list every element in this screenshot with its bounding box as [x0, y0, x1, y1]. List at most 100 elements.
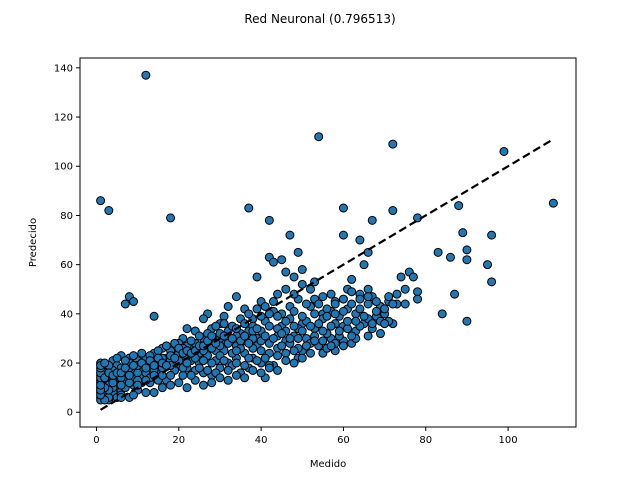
data-point — [166, 370, 176, 380]
data-point — [462, 245, 472, 255]
data-point — [166, 213, 176, 223]
data-point — [277, 341, 287, 351]
data-point — [260, 353, 270, 363]
data-point — [264, 321, 274, 331]
y-tick-label: 100 — [54, 162, 73, 173]
data-point — [240, 373, 250, 383]
data-point — [273, 311, 283, 321]
data-point — [244, 203, 254, 213]
data-point — [129, 390, 139, 400]
data-point — [322, 304, 332, 314]
data-point — [203, 365, 213, 375]
y-tick-label: 20 — [60, 359, 73, 370]
data-point — [338, 230, 348, 240]
data-point — [413, 287, 423, 297]
data-point — [186, 370, 196, 380]
data-point — [161, 341, 171, 351]
data-point — [388, 139, 398, 149]
data-point — [289, 346, 299, 356]
data-point — [244, 338, 254, 348]
y-tick-label: 0 — [67, 408, 73, 419]
data-point — [281, 356, 291, 366]
data-point — [301, 341, 311, 351]
data-point — [252, 272, 262, 282]
data-point — [231, 346, 241, 356]
data-point — [149, 311, 159, 321]
data-point — [408, 272, 418, 282]
data-point — [293, 333, 303, 343]
y-axis-label: Predecido — [28, 218, 39, 267]
data-point — [129, 361, 139, 370]
data-point — [338, 203, 348, 213]
points-layer — [96, 70, 558, 405]
data-point — [293, 247, 303, 257]
data-point — [198, 380, 208, 390]
data-point — [186, 336, 196, 346]
data-point — [306, 348, 316, 358]
reference-line — [100, 138, 554, 411]
data-point — [400, 284, 410, 294]
data-point — [264, 363, 274, 373]
y-tick-label: 40 — [60, 309, 73, 320]
data-point — [182, 383, 192, 393]
data-point — [380, 304, 390, 314]
data-point — [268, 297, 278, 307]
data-point — [437, 309, 447, 319]
data-point — [268, 257, 278, 267]
data-point — [219, 319, 229, 329]
data-point — [314, 132, 324, 142]
x-tick-label: 60 — [337, 435, 350, 446]
data-point — [141, 388, 151, 398]
data-point — [112, 353, 122, 363]
data-point — [96, 380, 106, 390]
data-point — [318, 336, 328, 346]
data-point — [301, 299, 311, 309]
y-tick-label: 140 — [54, 63, 73, 74]
data-point — [149, 388, 159, 398]
data-point — [194, 331, 204, 341]
x-tick-label: 100 — [499, 435, 518, 446]
data-point — [231, 370, 241, 380]
data-point — [129, 351, 139, 361]
data-point — [256, 368, 266, 378]
data-point — [273, 365, 283, 375]
y-tick-label: 80 — [60, 211, 73, 222]
data-point — [207, 331, 217, 341]
data-point — [367, 319, 377, 329]
data-point — [388, 299, 398, 309]
data-point — [124, 370, 134, 380]
data-point — [326, 321, 336, 331]
data-point — [100, 358, 110, 368]
data-point — [260, 331, 270, 341]
data-point — [487, 277, 497, 287]
data-point — [244, 309, 254, 319]
data-point — [182, 324, 192, 334]
data-point — [499, 146, 509, 156]
reference-line-layer — [100, 138, 554, 411]
data-point — [281, 316, 291, 326]
data-point — [174, 378, 184, 388]
data-point — [161, 361, 171, 370]
data-point — [194, 363, 204, 373]
data-point — [375, 329, 385, 339]
data-point — [396, 272, 406, 282]
data-point — [400, 299, 410, 309]
data-point — [273, 351, 283, 361]
data-point — [264, 215, 274, 225]
data-point — [289, 358, 299, 368]
data-point — [219, 311, 229, 321]
data-point — [355, 304, 365, 314]
data-point — [347, 274, 357, 284]
data-point — [458, 228, 468, 238]
data-point — [166, 380, 176, 390]
data-point — [347, 331, 357, 341]
data-point — [314, 299, 324, 309]
x-tick-label: 80 — [419, 435, 432, 446]
x-tick-label: 40 — [255, 435, 268, 446]
data-point — [129, 297, 139, 307]
data-point — [227, 333, 237, 343]
data-point — [343, 316, 353, 326]
x-tick-label: 20 — [172, 435, 185, 446]
